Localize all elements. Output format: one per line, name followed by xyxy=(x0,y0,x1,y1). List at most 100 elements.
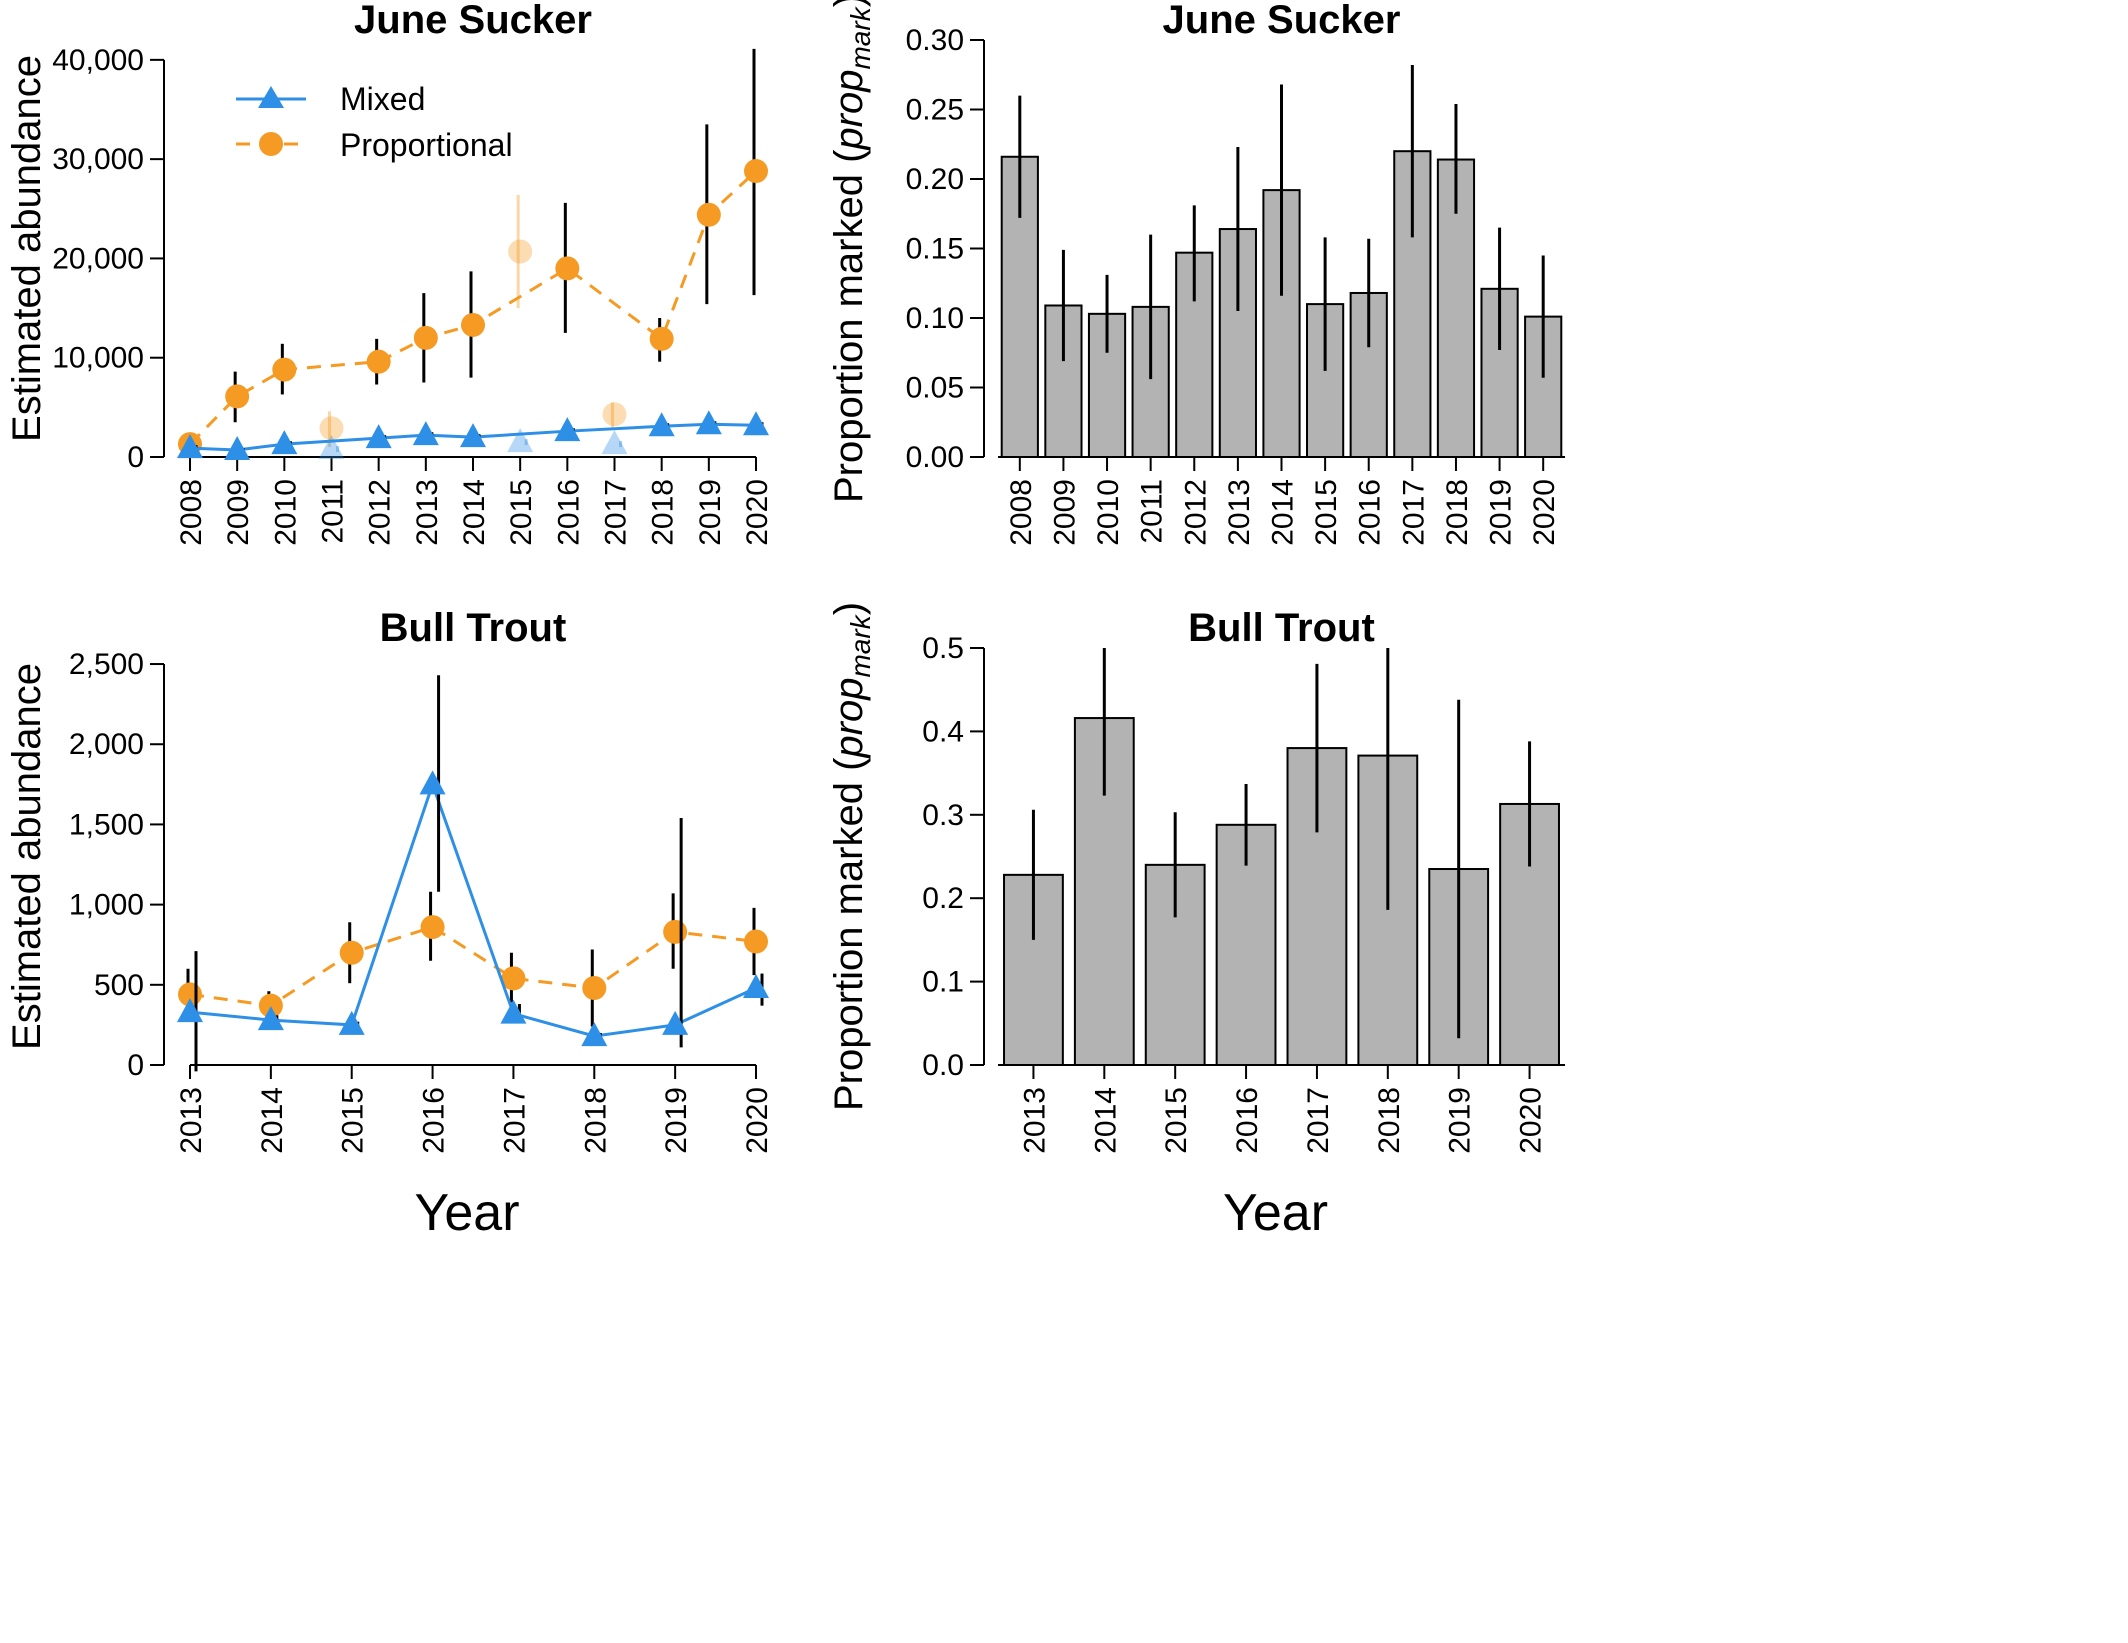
proportional-point xyxy=(501,966,526,991)
panel-2: June Sucker 0.00 0.05 0.10 0.15 0.20 0.25 0.30 P… xyxy=(827,0,1565,546)
x-tick-label: 2009 xyxy=(1048,479,1081,546)
x-tick-label: 2014 xyxy=(1267,479,1300,546)
x-tick-label: 2017 xyxy=(1397,479,1430,546)
x-tick-label: 2017 xyxy=(600,479,633,546)
x-tick-label: 2010 xyxy=(269,479,302,546)
x-tick-label: 2018 xyxy=(1373,1087,1406,1154)
mixed-point xyxy=(507,428,534,453)
mixed-point xyxy=(419,770,446,795)
y-tick-label: 20,000 xyxy=(52,242,144,275)
y-tick-label: 0.25 xyxy=(906,94,964,127)
x-axis-title: Year xyxy=(414,1184,519,1242)
proportional-point xyxy=(649,326,674,351)
x-tick-label: 2019 xyxy=(694,479,727,546)
x-tick-label: 2020 xyxy=(1528,479,1561,546)
proportional-series-line xyxy=(189,925,757,1008)
y-axis-title-paren-open: ( xyxy=(827,757,871,782)
mixed-point xyxy=(318,435,345,460)
x-tick-label: 2012 xyxy=(364,479,397,546)
y-tick-label: 10,000 xyxy=(52,342,144,375)
y-tick-label: 0.3 xyxy=(922,799,964,832)
proportional-point xyxy=(696,202,721,227)
proportional-point xyxy=(225,384,250,409)
y-axis-title-paren-close: ) xyxy=(827,0,871,7)
legend-proportional-marker xyxy=(259,132,283,156)
chart-title: June Sucker xyxy=(1163,0,1401,42)
mixed-point xyxy=(177,998,203,1023)
mixed-point xyxy=(554,417,581,442)
x-tick-label: 2014 xyxy=(458,479,491,546)
proportional-point xyxy=(508,239,533,264)
legend-mixed-marker xyxy=(258,86,284,108)
y-tick-label: 1,500 xyxy=(69,808,144,841)
y-tick-label: 0.5 xyxy=(922,632,964,665)
y-tick-label: 0.15 xyxy=(906,233,964,266)
x-tick-label: 2010 xyxy=(1092,479,1125,546)
mixed-point xyxy=(224,436,251,461)
x-tick-label: 2009 xyxy=(222,479,255,546)
x-tick-label: 2017 xyxy=(1302,1087,1335,1154)
y-tick-label: 500 xyxy=(94,969,144,1002)
proportional-point xyxy=(744,159,768,184)
mixed-point xyxy=(500,999,527,1024)
x-tick-label: 2018 xyxy=(647,479,680,546)
mixed-point xyxy=(338,1010,365,1035)
y-tick-label: 0.2 xyxy=(922,882,964,915)
x-tick-label: 2020 xyxy=(741,1087,774,1154)
y-axis-title-text: Proportion marked xyxy=(827,174,871,503)
y-axis-title-text: Estimated abundance xyxy=(5,55,49,442)
mixed-series-line xyxy=(189,779,757,1038)
y-tick-label: 0.10 xyxy=(906,302,964,335)
mixed-point xyxy=(648,412,675,437)
x-tick-label: 2008 xyxy=(1005,479,1038,546)
chart-title: June Sucker xyxy=(354,0,592,42)
x-tick-label: 2011 xyxy=(317,479,350,544)
y-tick-label: 0.0 xyxy=(922,1049,964,1082)
bar xyxy=(1480,287,1519,458)
mixed-point xyxy=(365,424,392,449)
x-tick-label: 2019 xyxy=(660,1087,693,1154)
x-tick-label: 2016 xyxy=(552,479,585,546)
y-tick-label: 0.1 xyxy=(922,966,964,999)
proportional-point xyxy=(663,919,688,944)
x-tick-label: 2014 xyxy=(256,1087,289,1154)
y-axis-title-symbol: prop xyxy=(827,70,871,151)
mixed-point xyxy=(271,430,298,455)
y-axis-title: Estimated abundance xyxy=(5,55,49,442)
proportional-point xyxy=(339,940,364,965)
x-tick-label: 2016 xyxy=(418,1087,451,1154)
legend-mixed-label: Mixed xyxy=(340,81,425,117)
proportional-series-line xyxy=(188,169,758,446)
y-axis-title-subscript: mark xyxy=(845,613,876,677)
x-tick-label: 2012 xyxy=(1179,479,1212,546)
x-tick-label: 2014 xyxy=(1089,1087,1122,1154)
x-tick-label: 2020 xyxy=(1515,1087,1548,1154)
mixed-point xyxy=(743,974,769,999)
proportional-point xyxy=(319,416,344,441)
x-tick-label: 2015 xyxy=(337,1087,370,1154)
panel-3: Bull Trout 0 500 1,000 1,500 2,000 2,500 Estima… xyxy=(5,606,774,1242)
chart-title: Bull Trout xyxy=(1188,606,1375,650)
mixed-point xyxy=(601,430,628,455)
proportional-point xyxy=(420,915,445,940)
mixed-point xyxy=(743,411,769,436)
proportional-point xyxy=(272,357,297,382)
y-tick-label: 1,000 xyxy=(69,889,144,922)
y-axis-title-text: Proportion marked xyxy=(827,782,871,1111)
x-tick-label: 2016 xyxy=(1231,1087,1264,1154)
x-tick-label: 2015 xyxy=(505,479,538,546)
mixed-series-line xyxy=(189,422,757,452)
proportional-point xyxy=(582,976,607,1001)
proportional-point xyxy=(555,256,580,281)
x-tick-label: 2016 xyxy=(1354,479,1387,546)
x-tick-label: 2019 xyxy=(1444,1087,1477,1154)
x-tick-label: 2015 xyxy=(1160,1087,1193,1154)
y-tick-label: 2,500 xyxy=(69,648,144,681)
y-tick-label: 0 xyxy=(127,1049,144,1082)
y-tick-label: 2,000 xyxy=(69,728,144,761)
mixed-point xyxy=(412,421,439,446)
y-tick-label: 30,000 xyxy=(52,143,144,176)
x-tick-label: 2013 xyxy=(1018,1087,1051,1154)
proportional-point xyxy=(602,402,627,427)
